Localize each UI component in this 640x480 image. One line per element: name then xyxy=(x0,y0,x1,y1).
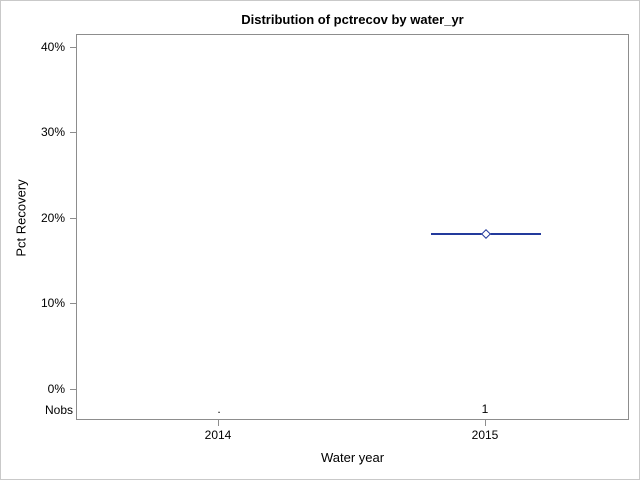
y-tick-mark xyxy=(70,389,76,390)
y-tick-mark xyxy=(70,132,76,133)
nobs-value: . xyxy=(217,402,221,416)
x-tick-mark xyxy=(218,420,219,426)
y-tick-mark xyxy=(70,47,76,48)
y-tick-mark xyxy=(70,218,76,219)
x-tick-label: 2015 xyxy=(471,428,499,442)
y-tick-mark xyxy=(70,303,76,304)
plot-area xyxy=(76,34,629,420)
y-tick-label: 30% xyxy=(40,125,65,139)
y-tick-label: 10% xyxy=(40,296,65,310)
chart-title: Distribution of pctrecov by water_yr xyxy=(241,12,464,27)
nobs-row-label: Nobs xyxy=(44,403,73,417)
y-tick-label: 20% xyxy=(40,211,65,225)
x-axis-title: Water year xyxy=(320,450,385,465)
y-tick-label: 40% xyxy=(40,40,65,54)
y-tick-label: 0% xyxy=(47,382,65,396)
nobs-value: 1 xyxy=(481,402,489,416)
x-tick-mark xyxy=(485,420,486,426)
y-axis-title: Pct Recovery xyxy=(13,179,29,257)
x-tick-label: 2014 xyxy=(204,428,232,442)
